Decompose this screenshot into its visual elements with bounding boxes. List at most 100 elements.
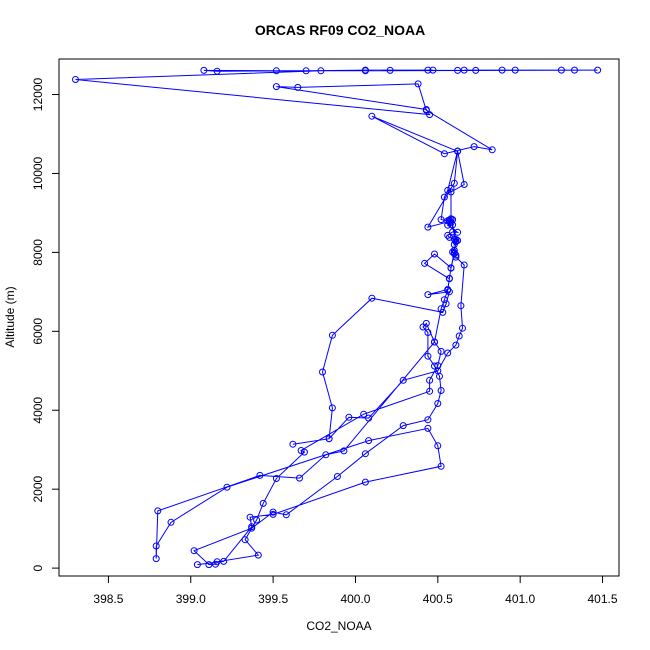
data-point	[212, 560, 219, 568]
data-point	[213, 67, 221, 75]
data-point	[424, 352, 432, 360]
y-tick-label: 0	[31, 564, 45, 571]
data-point	[361, 478, 369, 486]
data-point	[437, 216, 445, 224]
data-point	[449, 221, 457, 229]
data-point	[437, 305, 445, 313]
x-tick-label: 400.5	[423, 592, 453, 606]
y-tick-label: 8000	[31, 239, 45, 266]
data-point	[454, 147, 462, 155]
y-axis: 0 2000 4000 6000 8000 10000 12000	[31, 78, 60, 571]
data-point	[272, 83, 280, 91]
data-point	[368, 294, 376, 302]
data-point	[594, 66, 602, 74]
data-point	[460, 66, 468, 74]
data-point	[434, 400, 442, 407]
y-tick-label: 4000	[31, 397, 45, 424]
data-point	[452, 253, 460, 261]
data-point	[361, 450, 369, 458]
data-point	[333, 473, 341, 480]
data-point	[422, 106, 430, 114]
data-point	[557, 66, 565, 74]
data-point	[449, 216, 457, 224]
series-layer	[72, 66, 602, 569]
data-point	[259, 499, 267, 507]
data-point	[459, 324, 466, 332]
x-tick-label: 399.0	[176, 592, 206, 606]
data-point	[447, 264, 455, 272]
data-point	[248, 523, 256, 531]
data-point	[431, 338, 438, 346]
data-point	[368, 112, 376, 120]
data-point	[345, 413, 353, 421]
data-point	[340, 447, 348, 455]
data-point	[445, 288, 453, 296]
data-point	[297, 447, 305, 454]
data-point	[437, 462, 445, 470]
data-point	[444, 186, 452, 194]
y-tick-label: 6000	[31, 318, 45, 345]
data-point	[72, 76, 79, 83]
data-point	[422, 319, 430, 327]
data-point	[220, 557, 228, 565]
x-axis-label: CO2_NOAA	[306, 619, 371, 633]
y-tick-label: 12000	[31, 78, 45, 112]
data-point	[302, 67, 310, 75]
data-point	[440, 193, 448, 201]
data-point	[488, 146, 496, 154]
data-point	[454, 66, 462, 74]
data-point	[442, 300, 450, 308]
data-point	[452, 341, 460, 349]
data-point	[437, 387, 445, 394]
data-point	[296, 474, 303, 482]
data-point	[328, 404, 336, 412]
data-point	[253, 516, 261, 524]
data-point	[455, 332, 463, 340]
data-point	[246, 513, 254, 521]
data-point	[470, 143, 478, 151]
data-point	[272, 67, 280, 75]
data-point	[472, 66, 480, 74]
data-point	[241, 536, 249, 544]
data-point	[200, 66, 208, 74]
data-point	[205, 561, 213, 569]
data-point	[440, 150, 448, 158]
data-point	[426, 376, 434, 384]
data-point	[445, 233, 453, 241]
data-point	[454, 228, 462, 236]
x-tick-label: 400.0	[340, 592, 370, 606]
data-point	[447, 188, 455, 196]
data-point	[399, 376, 407, 384]
x-tick-label: 401.5	[588, 592, 618, 606]
data-point	[399, 422, 407, 430]
data-point	[457, 302, 465, 310]
data-point	[190, 547, 198, 555]
data-point	[439, 308, 447, 316]
data-point	[437, 347, 445, 355]
data-point	[460, 181, 468, 188]
data-point	[445, 216, 453, 224]
data-point	[319, 368, 326, 376]
data-point	[361, 67, 369, 75]
data-point	[434, 442, 442, 450]
data-point	[498, 66, 506, 74]
data-point	[444, 286, 452, 294]
data-point	[152, 542, 160, 550]
data-point	[449, 228, 457, 236]
data-point	[450, 179, 458, 187]
y-tick-label: 2000	[31, 476, 45, 503]
data-point	[452, 235, 460, 243]
data-point	[450, 250, 458, 258]
data-point	[444, 349, 452, 357]
data-point	[360, 410, 368, 418]
data-point	[444, 231, 452, 239]
x-axis: 398.5 399.0 399.5 400.0 400.5 401.0 401.5	[93, 575, 618, 606]
data-point	[282, 511, 290, 519]
data-point	[269, 510, 277, 518]
data-point	[317, 67, 325, 75]
data-point	[460, 261, 468, 269]
data-point	[272, 475, 280, 482]
data-point	[424, 424, 432, 432]
data-point	[424, 329, 432, 336]
